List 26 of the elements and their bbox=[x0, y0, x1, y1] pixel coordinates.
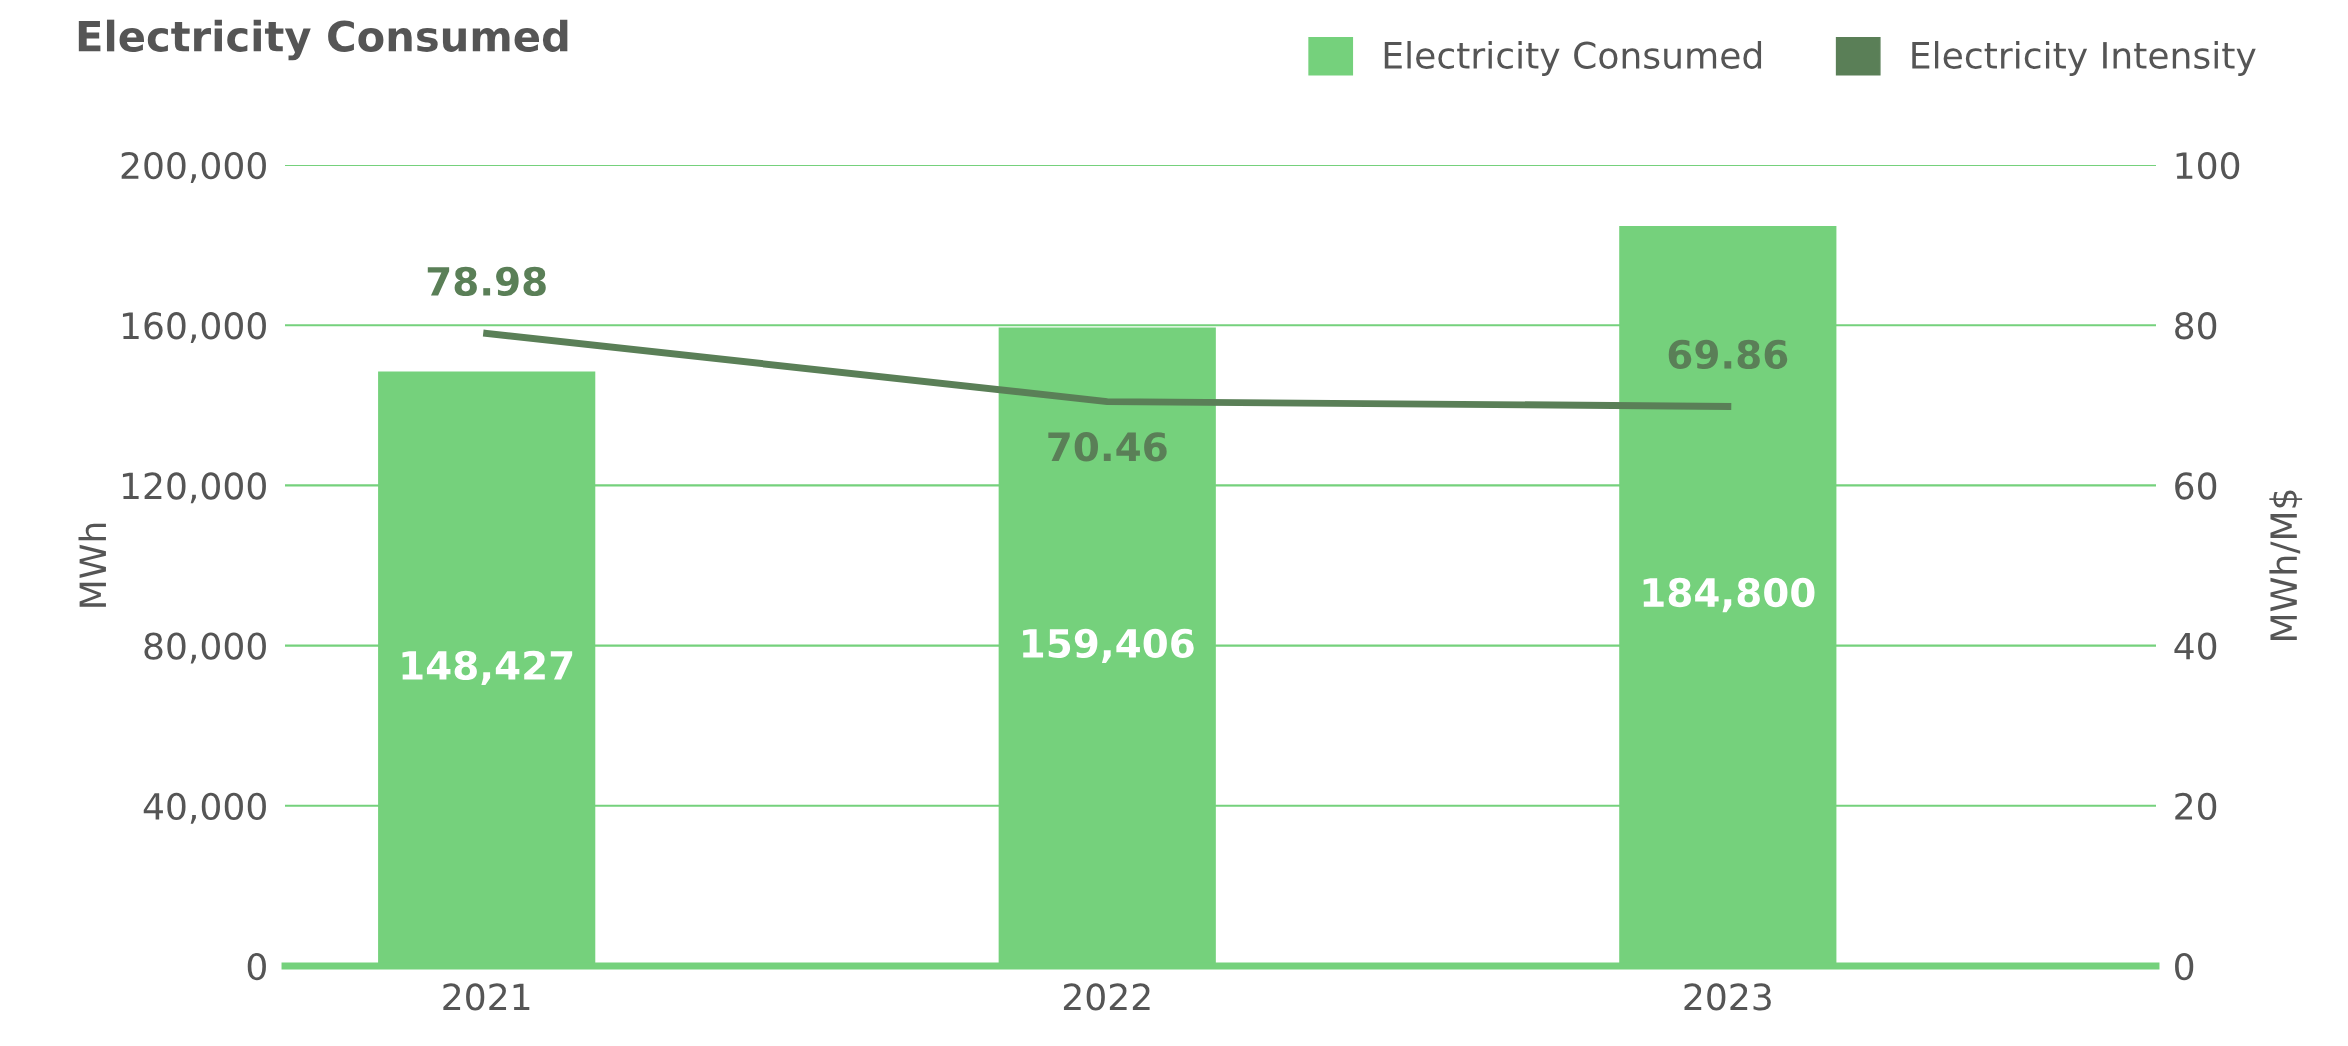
y2-tick-label: 0 bbox=[2175, 952, 2194, 981]
x-tick-label: 2022 bbox=[1063, 983, 1150, 1011]
data-label: 69.86 bbox=[1668, 339, 1788, 370]
y2-tick-label: 60 bbox=[2175, 472, 2217, 500]
y2-tick-label: 20 bbox=[2175, 792, 2217, 821]
x-tick-label: 2023 bbox=[1684, 983, 1771, 1011]
y-axis-title: MWh bbox=[78, 523, 106, 607]
legend-label: Electricity Consumed bbox=[1384, 40, 1762, 76]
y2-tick-label: 40 bbox=[2174, 632, 2217, 660]
y2-tick-label: 100 bbox=[2176, 151, 2240, 180]
x-tick-label: 2021 bbox=[443, 983, 530, 1011]
y-tick-label: 80,000 bbox=[144, 632, 266, 664]
legend-label: Electricity Intensity bbox=[1912, 40, 2256, 76]
y-tick-label: 40,000 bbox=[143, 792, 266, 824]
y-tick-label: 0 bbox=[247, 952, 266, 981]
chart-title: Electricity Consumed bbox=[78, 19, 568, 61]
y-tick-label: 200,000 bbox=[121, 151, 266, 183]
data-label: 148,427 bbox=[402, 650, 573, 686]
data-label: 159,406 bbox=[1023, 628, 1194, 664]
data-label: 78.98 bbox=[427, 266, 546, 297]
data-label: 70.46 bbox=[1048, 432, 1167, 462]
data-label: 184,800 bbox=[1643, 577, 1815, 613]
y2-axis-title: MWh/M$ bbox=[2269, 490, 2303, 640]
y2-tick-label: 80 bbox=[2175, 312, 2217, 340]
y-tick-label: 160,000 bbox=[122, 312, 266, 344]
y-tick-label: 120,000 bbox=[122, 472, 266, 504]
